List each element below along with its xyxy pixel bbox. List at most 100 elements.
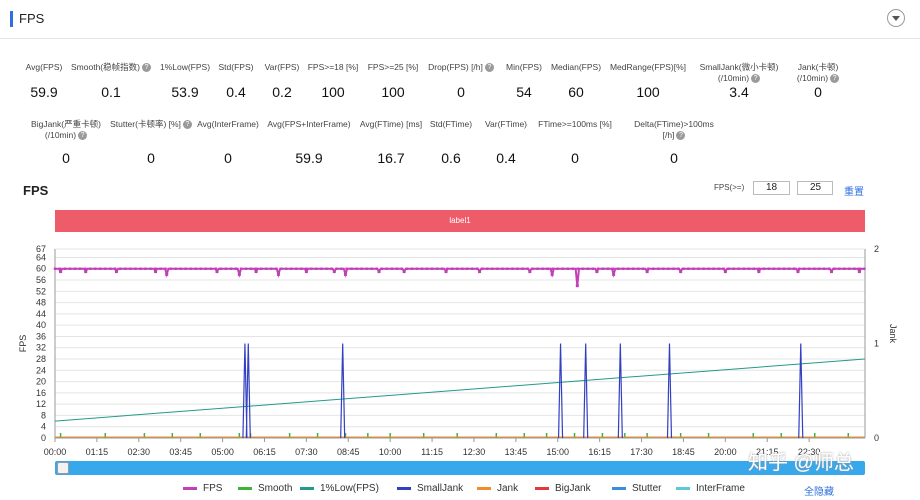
stat-value: 100	[381, 84, 405, 100]
panel-title: FPS	[19, 11, 45, 26]
help-icon[interactable]: ?	[78, 131, 88, 141]
stat-7: Drop(FPS) [/h]? 0	[416, 62, 506, 100]
legend-item-4[interactable]: Jank	[477, 483, 518, 494]
fps-point	[385, 267, 389, 270]
fps-point	[360, 267, 363, 270]
fps-point	[300, 267, 303, 270]
scrollbar-handle[interactable]	[57, 462, 69, 474]
legend-item-3[interactable]: SmallJank	[397, 483, 463, 494]
fps-point	[450, 267, 454, 270]
chevron-down-icon[interactable]	[887, 9, 905, 27]
fps-point	[657, 267, 660, 270]
fps-point	[124, 267, 127, 270]
fps-point	[556, 267, 559, 270]
fps-point	[491, 267, 494, 270]
fps-point	[772, 267, 776, 270]
help-icon[interactable]: ?	[182, 120, 192, 130]
fps-point	[797, 267, 801, 270]
fps-point	[662, 267, 665, 270]
legend-item-0[interactable]: FPS	[183, 483, 222, 494]
x-tick-label: 21:15	[756, 447, 779, 457]
fps-point	[531, 267, 534, 270]
stat-label-text: BigJank(严重卡顿)	[31, 119, 101, 129]
y-tick-label: 36	[36, 331, 46, 341]
y-tick-label: 64	[36, 252, 46, 262]
timeline-scrollbar[interactable]	[55, 461, 865, 475]
fps-point	[285, 267, 288, 270]
fps-point	[254, 267, 258, 270]
stat-0: BigJank(严重卡顿) (/10min)? 0	[21, 119, 111, 166]
fps-point	[204, 267, 208, 270]
fps-dip-point	[595, 270, 599, 274]
fps-point	[340, 267, 343, 270]
fps-point	[415, 267, 419, 270]
fps-dip-point	[723, 270, 727, 274]
smalljank-spike	[798, 343, 804, 439]
stat-label: Delta(FTime)>100ms [/h]?	[629, 119, 719, 141]
fps-point	[737, 267, 740, 270]
y-tick-label: 0	[41, 433, 46, 443]
fps-point	[154, 267, 157, 270]
fps-point	[526, 267, 529, 270]
legend-swatch	[397, 486, 411, 490]
label-band[interactable]: label1	[55, 210, 865, 232]
stat-8: Delta(FTime)>100ms [/h]? 0	[629, 119, 719, 166]
help-icon[interactable]: ?	[676, 131, 686, 141]
fps-point	[767, 267, 771, 270]
y-tick-label: 24	[36, 365, 46, 375]
reset-button[interactable]: 重置	[844, 187, 864, 198]
help-icon[interactable]: ?	[751, 74, 761, 84]
stat-label: Var(FPS)	[237, 62, 327, 73]
fps-point	[325, 267, 328, 270]
y-tick-label: 8	[41, 410, 46, 420]
legend-item-2[interactable]: 1%Low(FPS)	[300, 483, 379, 494]
x-tick-label: 01:15	[86, 447, 109, 457]
fps-point	[687, 267, 690, 270]
fps-point	[481, 267, 484, 270]
legend-swatch	[183, 486, 197, 490]
fps-point	[521, 267, 524, 270]
legend-item-5[interactable]: BigJank	[535, 483, 591, 494]
stat-2: 1%Low(FPS) 53.9	[140, 62, 230, 100]
fps-point	[541, 267, 544, 270]
stat-2: Avg(InterFrame) 0	[183, 119, 273, 166]
fps-point	[214, 267, 218, 270]
stat-label: MedRange(FPS)[%]	[603, 62, 693, 73]
stat-value: 59.9	[295, 150, 323, 166]
fps-point	[405, 267, 409, 270]
fps-point	[420, 267, 424, 270]
stat-value: 16.7	[377, 150, 405, 166]
hide-all-button[interactable]: 全隐藏	[804, 487, 834, 498]
fps-point	[692, 267, 695, 270]
help-icon[interactable]: ?	[484, 63, 494, 73]
fps-point	[586, 267, 590, 270]
fps-point	[435, 267, 439, 270]
stat-label-text: SmallJank(微小卡顿)	[699, 62, 779, 72]
fps-point	[179, 267, 182, 270]
fps-point	[551, 267, 554, 270]
fps-point	[616, 267, 620, 270]
stat-value: 0	[814, 84, 822, 100]
x-tick-label: 12:30	[463, 447, 486, 457]
stat-label: SmallJank(微小卡顿) (/10min)?	[694, 62, 784, 84]
fps-point	[194, 267, 197, 270]
help-icon[interactable]: ?	[830, 74, 840, 84]
fps-point	[139, 267, 142, 270]
help-icon[interactable]: ?	[141, 63, 151, 73]
stat-label-text: Avg(InterFrame)	[197, 119, 259, 129]
threshold-input-1[interactable]: 18	[753, 181, 790, 195]
legend-swatch	[676, 486, 690, 490]
threshold-input-2[interactable]: 25	[797, 181, 833, 195]
fps-point	[752, 267, 756, 270]
smalljank-spike	[557, 343, 564, 439]
legend-item-1[interactable]: Smooth	[238, 483, 292, 494]
stat-label: BigJank(严重卡顿) (/10min)?	[21, 119, 111, 141]
legend-item-6[interactable]: Stutter	[612, 483, 661, 494]
legend-item-7[interactable]: InterFrame	[676, 483, 745, 494]
stat-label-text: 1%Low(FPS)	[159, 62, 211, 72]
stat-value: 0	[670, 150, 678, 166]
fps-point	[410, 267, 414, 270]
fps-point	[596, 267, 600, 270]
legend-label: SmallJank	[417, 483, 464, 494]
